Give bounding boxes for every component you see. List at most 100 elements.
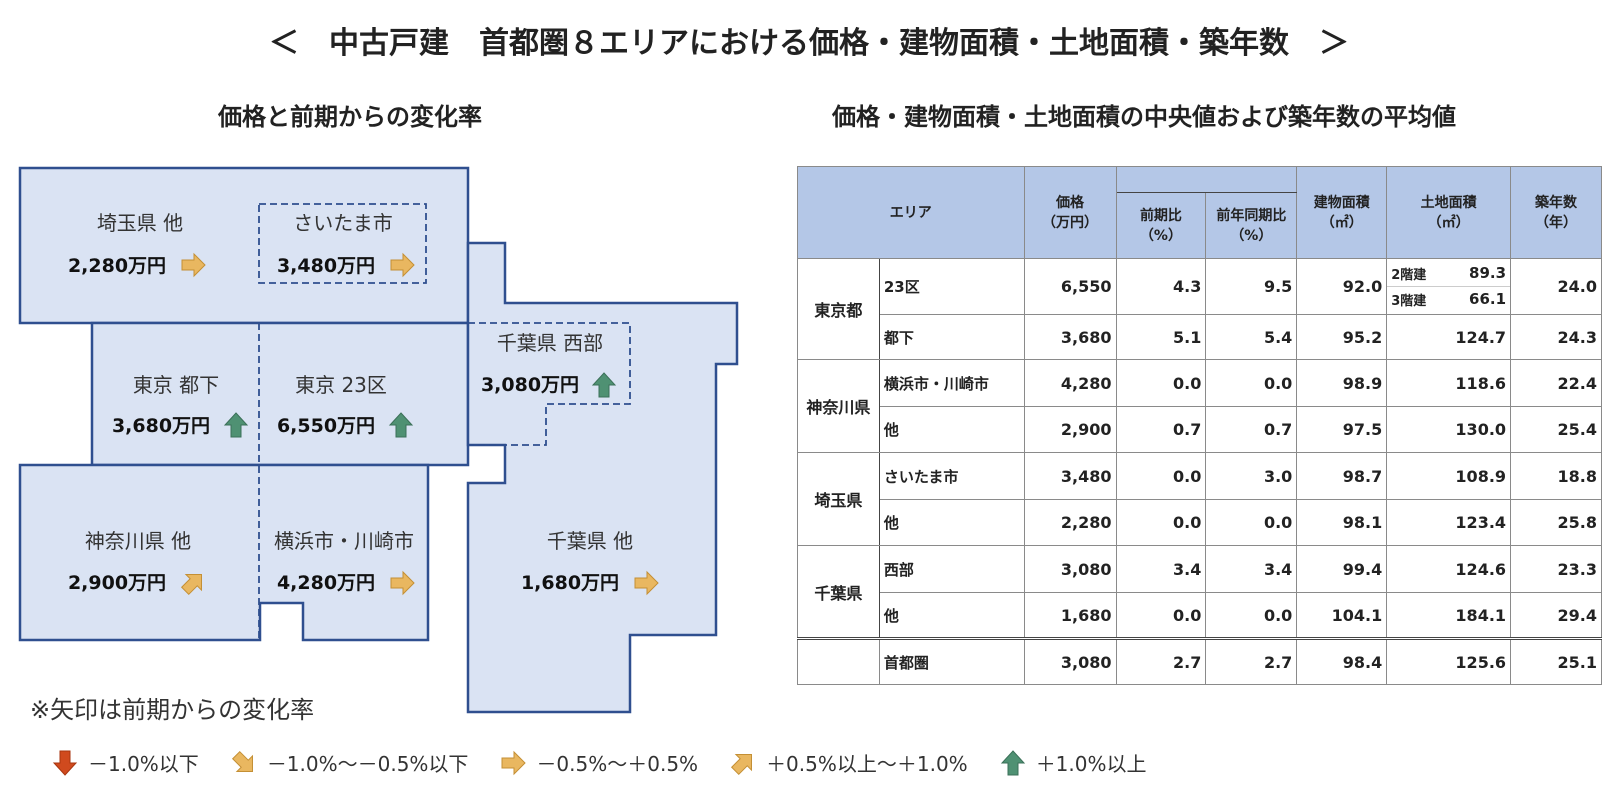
yoy-cell: 5.4: [1205, 314, 1298, 360]
building-cell: 98.9: [1296, 359, 1388, 407]
table-row: 東京都 23区 6,550 4.3 9.5 92.0 2階建 89.3 3階建 …: [797, 258, 1602, 360]
price-cell: 6,550: [1023, 258, 1117, 315]
age-cell: 25.8: [1510, 499, 1602, 546]
price-cell: 1,680: [1023, 592, 1117, 639]
region-name-saitama-other: 埼玉県 他: [97, 211, 183, 235]
building-cell: 95.2: [1296, 314, 1388, 360]
legend-label: ＋1.0%以上: [1035, 752, 1147, 776]
arrow-note: ※矢印は前期からの変化率: [30, 696, 315, 724]
yoy-cell: 0.0: [1205, 499, 1298, 546]
table-row: 他 2,900 0.7 0.7 97.5 130.0 25.4: [798, 406, 1602, 453]
legend-label: －1.0%～－0.5%以下: [266, 752, 469, 776]
table-row: 千葉県 西部 3,080 3.4 3.4 99.4 124.6 23.3: [797, 545, 1602, 639]
sub-cell: 23区: [878, 258, 1025, 315]
land-cell: 125.6: [1386, 637, 1512, 685]
pref-cell: 神奈川県: [797, 359, 880, 453]
region-name-saitama-city: さいたま市: [293, 211, 392, 235]
header-spacer: [1115, 166, 1298, 193]
qoq-cell: 0.7: [1115, 406, 1207, 453]
yoy-cell: 3.4: [1205, 545, 1298, 593]
price-cell: 4,280: [1023, 359, 1117, 407]
table-row: 他 1,680 0.0 0.0 104.1 184.1 29.4: [798, 592, 1602, 639]
age-cell: 24.0: [1510, 258, 1602, 315]
header-area: エリア: [797, 166, 1025, 259]
legend-item: ＋0.5%以上～＋1.0%: [730, 748, 968, 777]
region-saitama: [18, 166, 470, 325]
pref-cell: 東京都: [797, 258, 880, 360]
table-row: 埼玉県 さいたま市 3,480 0.0 3.0 98.7 108.9 18.8: [797, 452, 1602, 546]
qoq-cell: 0.0: [1115, 592, 1207, 639]
building-cell: 97.5: [1296, 406, 1388, 453]
region-kanagawa: [18, 463, 430, 642]
building-cell: 98.7: [1296, 452, 1388, 500]
region-name-yokohama: 横浜市・川崎市: [274, 529, 414, 553]
age-cell: 25.4: [1510, 406, 1602, 453]
price-cell: 3,680: [1023, 314, 1117, 360]
qoq-cell: 0.0: [1115, 452, 1207, 500]
header-yoy: 前年同期比 （%）: [1205, 192, 1298, 259]
price-cell: 2,280: [1023, 499, 1117, 546]
yoy-cell: 3.0: [1205, 452, 1298, 500]
land-cell: 118.6: [1386, 359, 1512, 407]
legend: －1.0%以下 －1.0%～－0.5%以下 －0.5%～＋0.5% ＋0.5%以…: [52, 748, 1179, 777]
price-cell: 3,080: [1023, 637, 1117, 685]
region-price-tokyo-other: 3,680万円: [112, 415, 210, 437]
land-split-label: 2階建: [1391, 268, 1427, 283]
qoq-cell: 3.4: [1115, 545, 1207, 593]
land-cell: 124.6: [1386, 545, 1512, 593]
building-cell: 104.1: [1296, 592, 1388, 639]
slight-up-icon: [731, 753, 753, 775]
sub-cell: 首都圏: [878, 637, 1025, 685]
table-row: 他 2,280 0.0 0.0 98.1 123.4 25.8: [798, 499, 1602, 546]
age-cell: 18.8: [1510, 452, 1602, 500]
yoy-cell: 9.5: [1205, 258, 1298, 315]
sub-cell: 他: [878, 499, 1025, 546]
qoq-cell: 2.7: [1115, 637, 1207, 685]
legend-label: －0.5%～＋0.5%: [536, 752, 699, 776]
building-cell: 99.4: [1296, 545, 1388, 593]
region-price-chiba-other: 1,680万円: [521, 572, 619, 594]
region-chiba: [466, 241, 739, 714]
header-building: 建物面積 （㎡）: [1296, 166, 1388, 259]
region-price-saitama-city: 3,480万円: [277, 255, 375, 277]
qoq-cell: 0.0: [1115, 359, 1207, 407]
region-name-chiba-other: 千葉県 他: [547, 529, 633, 553]
legend-item: －1.0%～－0.5%以下: [231, 748, 469, 777]
land-split-cell: 2階建 89.3 3階建 66.1: [1386, 258, 1512, 315]
land-cell: 124.7: [1386, 314, 1512, 360]
building-cell: 92.0: [1296, 258, 1388, 315]
pref-cell: 千葉県: [797, 545, 880, 639]
land-cell: 123.4: [1386, 499, 1512, 546]
sub-cell: 他: [878, 406, 1025, 453]
region-name-kanagawa-other: 神奈川県 他: [85, 529, 191, 553]
map-subtitle: 価格と前期からの変化率: [218, 103, 482, 131]
age-cell: 25.1: [1510, 637, 1602, 685]
pref-cell: 埼玉県: [797, 452, 880, 546]
land-split-value: 89.3: [1469, 264, 1507, 282]
region-name-tokyo-23: 東京 23区: [295, 373, 387, 397]
legend-item: －0.5%～＋0.5%: [500, 748, 698, 777]
age-cell: 24.3: [1510, 314, 1602, 360]
land-split-label: 3階建: [1391, 294, 1427, 309]
land-cell: 184.1: [1386, 592, 1512, 639]
building-cell: 98.4: [1296, 637, 1388, 685]
region-price-chiba-west: 3,080万円: [481, 374, 579, 396]
age-cell: 22.4: [1510, 359, 1602, 407]
up-icon: [1000, 749, 1025, 775]
region-name-tokyo-other: 東京 都下: [133, 373, 219, 397]
table-row: 神奈川県 横浜市・川崎市 4,280 0.0 0.0 98.9 118.6 22…: [797, 359, 1602, 453]
sub-cell: さいたま市: [878, 452, 1025, 500]
region-price-saitama-other: 2,280万円: [68, 255, 166, 277]
header-qoq: 前期比 （%）: [1115, 192, 1207, 259]
legend-item: ＋1.0%以上: [1000, 748, 1147, 777]
slight-down-icon: [231, 750, 253, 772]
price-cell: 3,480: [1023, 452, 1117, 500]
qoq-cell: 5.1: [1115, 314, 1207, 360]
region-name-chiba-west: 千葉県 西部: [497, 331, 603, 355]
yoy-cell: 0.0: [1205, 359, 1298, 407]
table-row: 都下 3,680 5.1 5.4 95.2 124.7 24.3: [798, 314, 1602, 360]
region-price-tokyo-23: 6,550万円: [277, 415, 375, 437]
table-row-total: 首都圏 3,080 2.7 2.7 98.4 125.6 25.1: [797, 637, 1602, 685]
chiba-west-border: [468, 322, 631, 446]
building-cell: 98.1: [1296, 499, 1388, 546]
